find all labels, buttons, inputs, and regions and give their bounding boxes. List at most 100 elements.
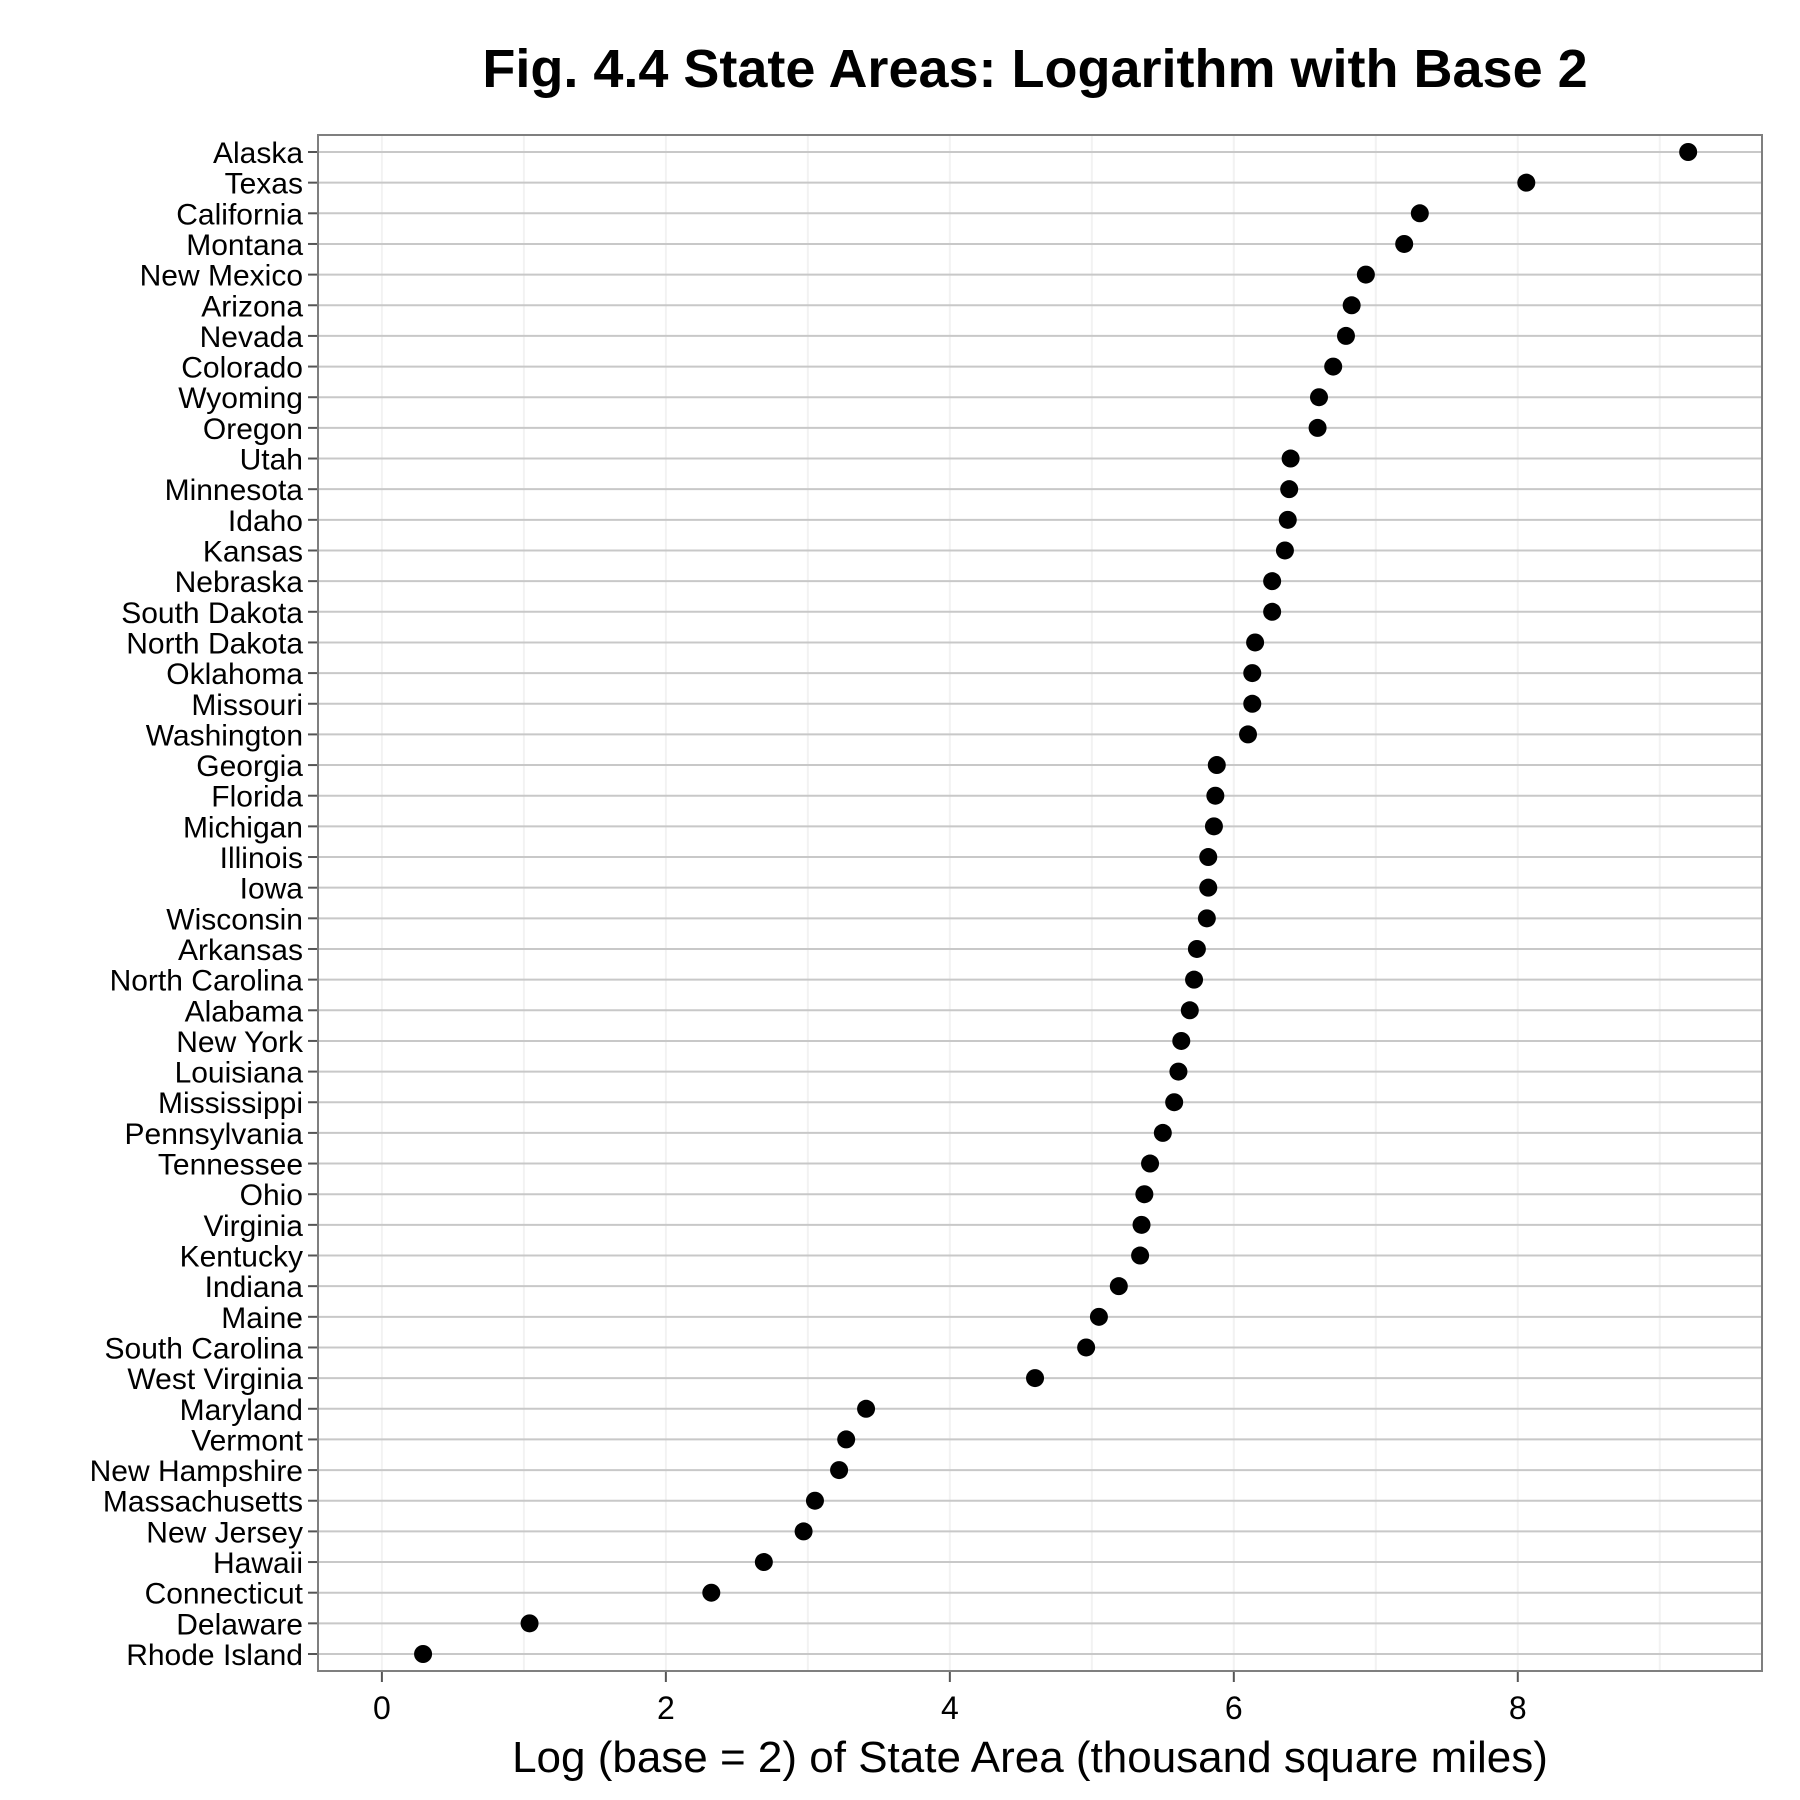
y-tick-label: Missouri <box>191 689 303 722</box>
y-tick-label: Louisiana <box>175 1057 304 1090</box>
data-point <box>1026 1369 1045 1388</box>
y-tick-label: Idaho <box>228 505 303 538</box>
data-point <box>1356 265 1375 284</box>
y-tick-label: Oregon <box>203 413 303 446</box>
y-tick-label: Georgia <box>196 750 303 783</box>
x-tick-label: 0 <box>373 1690 391 1726</box>
y-tick-label: Colorado <box>181 352 303 385</box>
data-points <box>414 143 1698 1663</box>
data-point <box>1280 480 1299 499</box>
data-point <box>702 1583 721 1602</box>
y-tick-label: Ohio <box>240 1179 303 1212</box>
data-point <box>754 1553 773 1572</box>
y-tick-label: Tennessee <box>158 1149 303 1182</box>
vertical-gridlines <box>380 135 1661 1671</box>
data-point <box>1109 1277 1128 1296</box>
data-point <box>1172 1031 1191 1050</box>
data-point <box>1517 173 1536 192</box>
data-point <box>1197 909 1216 928</box>
data-point <box>1324 357 1343 376</box>
data-point <box>520 1614 539 1633</box>
data-point <box>1246 633 1265 652</box>
plot-frame <box>317 134 1763 1672</box>
data-point <box>1187 939 1206 958</box>
data-point <box>1180 1001 1199 1020</box>
y-tick-label: Alabama <box>185 995 304 1028</box>
y-tick-label: Montana <box>186 229 303 262</box>
y-tick-label: New Jersey <box>146 1516 303 1549</box>
data-point <box>1308 418 1327 437</box>
y-tick-label: Texas <box>225 168 303 201</box>
y-tick-label: Nevada <box>200 321 304 354</box>
y-tick-label: Maine <box>221 1302 303 1335</box>
data-point <box>1135 1185 1154 1204</box>
data-point <box>1239 725 1258 744</box>
y-tick-label: Utah <box>240 444 303 477</box>
data-point <box>830 1461 849 1480</box>
data-point <box>837 1430 856 1449</box>
y-tick-label: Mississippi <box>158 1087 303 1120</box>
chart-title: Fig. 4.4 State Areas: Logarithm with Bas… <box>482 39 1587 99</box>
data-point <box>1263 602 1282 621</box>
y-tick-label: Pennsylvania <box>125 1118 304 1151</box>
y-tick-label: California <box>176 198 303 231</box>
data-point <box>414 1645 433 1663</box>
x-tick-label: 2 <box>657 1690 675 1726</box>
x-tick-label: 8 <box>1509 1690 1527 1726</box>
y-tick-label: Oklahoma <box>166 658 303 691</box>
data-point <box>1336 326 1355 345</box>
y-tick-label: Florida <box>211 781 303 814</box>
y-tick-label: North Carolina <box>110 965 304 998</box>
data-point <box>1243 664 1262 683</box>
x-tick-label: 6 <box>1225 1690 1243 1726</box>
data-point <box>1342 296 1361 315</box>
data-point <box>1165 1093 1184 1112</box>
y-tick-label: Illinois <box>220 842 303 875</box>
data-point <box>1243 694 1262 713</box>
data-point <box>857 1399 876 1418</box>
data-point <box>1410 204 1429 223</box>
y-tick-label: Kansas <box>203 535 303 568</box>
y-tick-label: Arkansas <box>178 934 303 967</box>
y-tick-label: Arizona <box>201 290 303 323</box>
y-tick-label: Alaska <box>213 137 303 170</box>
y-tick-label: Vermont <box>191 1424 303 1457</box>
y-tick-label: Nebraska <box>175 566 304 599</box>
y-tick-label: South Carolina <box>105 1332 304 1365</box>
y-tick-label: New York <box>176 1026 304 1059</box>
data-point <box>1141 1154 1160 1173</box>
data-point <box>1281 449 1300 468</box>
data-point <box>1132 1215 1151 1234</box>
y-tick-label: West Virginia <box>127 1363 303 1396</box>
y-tick-label: Wyoming <box>178 382 303 415</box>
data-point <box>1185 970 1204 989</box>
data-point <box>1679 143 1698 161</box>
data-point <box>1199 848 1218 867</box>
data-point <box>1169 1062 1188 1081</box>
y-tick-label: Iowa <box>240 873 304 906</box>
y-tick-label: Delaware <box>176 1608 303 1641</box>
data-point <box>1089 1307 1108 1326</box>
data-point <box>1206 786 1225 805</box>
data-point <box>794 1522 813 1541</box>
y-tick-label: Virginia <box>203 1210 303 1243</box>
y-tick-label: Wisconsin <box>166 903 303 936</box>
data-point <box>805 1491 824 1510</box>
y-tick-label: Rhode Island <box>126 1639 303 1672</box>
y-tick-label: Kentucky <box>180 1241 303 1274</box>
y-tick-label: Indiana <box>205 1271 304 1304</box>
y-tick-label: North Dakota <box>126 627 303 660</box>
x-axis-title: Log (base = 2) of State Area (thousand s… <box>512 1733 1548 1782</box>
data-point <box>1278 510 1297 529</box>
y-tick-label: New Mexico <box>140 260 303 293</box>
data-point <box>1199 878 1218 897</box>
x-tick-label: 4 <box>941 1690 959 1726</box>
data-point <box>1207 756 1226 775</box>
data-point <box>1310 388 1329 407</box>
data-point <box>1153 1123 1172 1142</box>
y-tick-label: Minnesota <box>165 474 304 507</box>
x-axis: 0 2 4 6 8 <box>373 1671 1527 1726</box>
y-tick-label: Massachusetts <box>103 1486 303 1519</box>
